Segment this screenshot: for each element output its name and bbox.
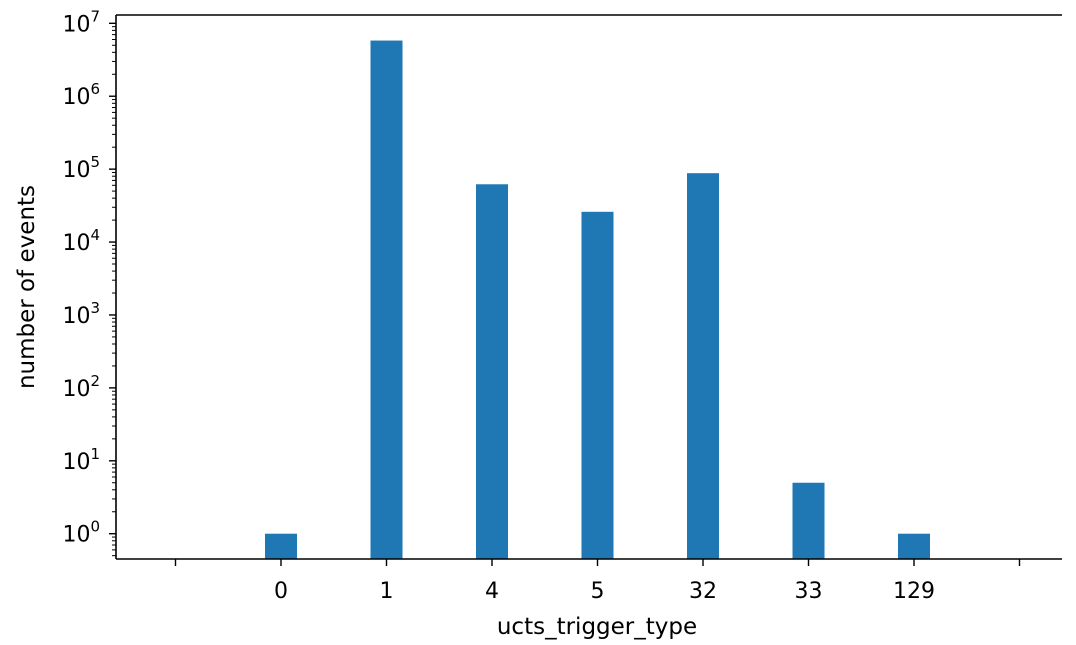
x-tick-label: 33: [795, 579, 823, 604]
y-tick-label: 106: [62, 80, 100, 110]
bar-0: [265, 533, 297, 559]
bar-32: [687, 173, 719, 559]
x-tick-label: 129: [893, 579, 935, 604]
y-tick-label: 107: [62, 7, 100, 37]
bar-129: [898, 533, 930, 559]
y-axis-ticks: 100 101 102 103 104 105 106 107: [62, 7, 116, 557]
bars: [265, 40, 930, 560]
y-tick-label: 100: [62, 518, 100, 548]
x-tick-label: 4: [485, 579, 499, 604]
y-tick-label: 104: [62, 226, 100, 256]
x-axis-ticks: 0 1 4 5 32 33 129: [174, 559, 1021, 604]
x-tick-label: 1: [380, 579, 394, 604]
bar-4: [476, 184, 508, 560]
x-axis-label: ucts_trigger_type: [497, 614, 697, 640]
bar-5: [581, 211, 614, 559]
axes-frame: [115, 14, 1062, 560]
y-tick-label: 101: [62, 445, 100, 475]
x-tick-label: 5: [591, 579, 605, 604]
bar-33: [792, 482, 825, 559]
y-tick-label: 103: [62, 299, 100, 329]
x-tick-label: 32: [689, 579, 717, 604]
y-tick-label: 105: [62, 153, 100, 183]
x-tick-label: 0: [274, 579, 288, 604]
bar-1: [370, 40, 403, 560]
y-axis-label: number of events: [14, 185, 40, 389]
y-tick-label: 102: [62, 372, 100, 402]
